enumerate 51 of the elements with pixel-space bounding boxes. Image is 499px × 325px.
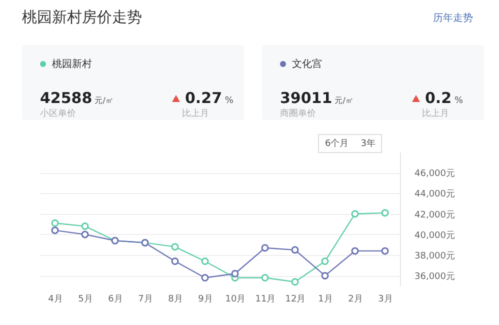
- x-tick-label: 11月: [255, 294, 276, 304]
- x-tick-label: 8月: [168, 294, 183, 304]
- point: [171, 243, 179, 251]
- point: [261, 244, 269, 252]
- chart-title: 桃园新村房价走势: [22, 8, 142, 27]
- point: [291, 278, 299, 286]
- point: [351, 210, 359, 218]
- y-tick-label: 46,000元: [414, 168, 455, 180]
- x-tick-label: 9月: [198, 294, 213, 304]
- point: [201, 258, 209, 266]
- text: 历年走势: [433, 12, 473, 25]
- x-tick-label: 3月: [378, 294, 393, 304]
- legend-label: 文化宫: [292, 59, 322, 70]
- text: 小区单价: [40, 108, 76, 120]
- legend-label: 桃园新村: [52, 59, 92, 70]
- y-tick-label: 44,000元: [414, 188, 455, 200]
- point: [51, 219, 59, 227]
- point: [51, 226, 59, 234]
- x-tick-label: 10月: [225, 294, 246, 304]
- point: [321, 272, 329, 280]
- text: 比上月: [422, 108, 449, 120]
- point: [81, 230, 89, 238]
- point: [81, 222, 89, 230]
- text: 6个月: [324, 138, 350, 151]
- point: [381, 247, 389, 255]
- point: [291, 246, 299, 254]
- x-tick-label: 4月: [48, 294, 63, 304]
- y-tick-label: 36,000元: [414, 271, 455, 282]
- point: [201, 274, 209, 282]
- x-tick-label: 1月: [318, 294, 333, 304]
- text: 比上月: [182, 108, 209, 120]
- x-tick-label: 5月: [78, 294, 93, 304]
- x-tick-label: 2月: [348, 294, 363, 304]
- text: 3年: [360, 138, 376, 151]
- point: [231, 270, 239, 278]
- text: 39011 元/㎡: [280, 89, 354, 107]
- y-tick-label: 38,000元: [414, 250, 455, 262]
- text: 0.27 %: [185, 89, 234, 107]
- text: 商圈单价: [280, 108, 316, 120]
- x-tick-label: 6月: [108, 294, 123, 304]
- point: [321, 258, 329, 266]
- point: [261, 274, 269, 282]
- text: 42588 元/㎡: [40, 89, 114, 107]
- y-tick-label: 42,000元: [414, 209, 455, 220]
- point: [171, 258, 179, 266]
- point: [381, 209, 389, 217]
- x-tick-label: 12月: [285, 294, 306, 304]
- x-tick-label: 7月: [138, 294, 153, 304]
- text: 0.2 %: [425, 89, 463, 107]
- point: [351, 247, 359, 255]
- y-tick-label: 40,000元: [414, 230, 455, 241]
